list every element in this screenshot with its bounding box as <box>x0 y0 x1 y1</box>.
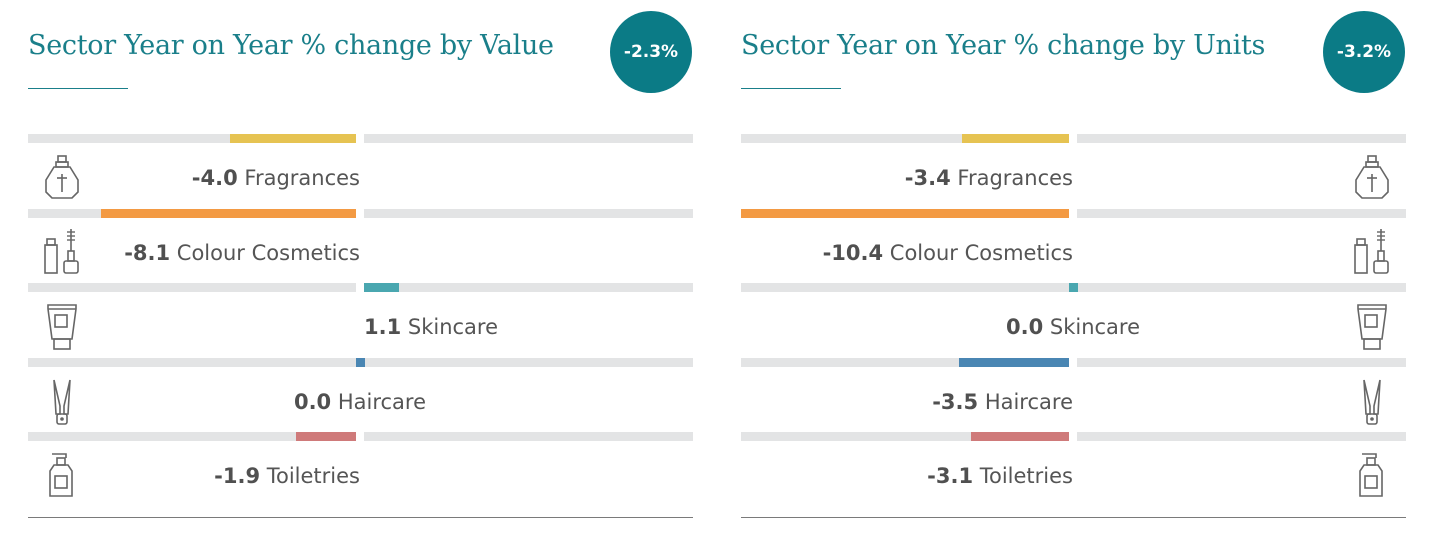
bar-skincare <box>1068 283 1078 292</box>
bar-track-left <box>741 283 1069 292</box>
mascara-cosmetics-icon <box>1352 227 1392 279</box>
value-change-panel: Sector Year on Year % change by Value -2… <box>28 0 693 551</box>
bar-track-left <box>28 134 356 143</box>
sector-name: Colour Cosmetics <box>170 240 360 265</box>
sector-label: 1.1 Skincare <box>364 317 498 338</box>
bar-track-right <box>364 432 693 441</box>
bar-colour-cosmetics <box>100 208 356 218</box>
bar-haircare <box>355 357 365 367</box>
sector-label: 0.0 Skincare <box>1006 317 1140 338</box>
bar-track-left <box>741 357 1069 367</box>
sector-name: Fragrances <box>237 166 360 190</box>
sector-label: -10.4 Colour Cosmetics <box>822 240 1073 265</box>
sector-value: -10.4 <box>822 240 884 265</box>
sector-value: 0.0 <box>293 389 332 414</box>
bar-track-right <box>1077 208 1406 218</box>
sector-value: -4.0 <box>191 166 238 190</box>
title-underline <box>28 88 128 89</box>
pump-bottle-icon <box>1352 450 1392 502</box>
sector-label: -3.5 Haircare <box>932 389 1073 414</box>
pump-bottle-icon <box>42 450 82 502</box>
perfume-bottle-icon <box>1352 152 1392 204</box>
sector-label: -8.1 Colour Cosmetics <box>124 240 360 265</box>
sector-label: -4.0 Fragrances <box>192 168 360 189</box>
bar-track-right <box>1077 283 1406 292</box>
panel-title: Sector Year on Year % change by Units <box>741 30 1266 61</box>
bar-skincare <box>364 283 399 292</box>
hair-straightener-icon <box>1352 376 1392 428</box>
bar-track-left <box>28 283 356 292</box>
units-change-panel: Sector Year on Year % change by Units -3… <box>741 0 1406 551</box>
sector-name: Toiletries <box>973 464 1073 488</box>
sector-name: Haircare <box>978 389 1073 414</box>
title-underline <box>741 88 841 89</box>
bar-toiletries <box>971 432 1069 441</box>
perfume-bottle-icon <box>42 152 82 204</box>
total-change-badge: -3.2% <box>1323 11 1405 93</box>
bar-colour-cosmetics <box>741 208 1069 218</box>
bar-toiletries <box>296 432 356 441</box>
sector-value: -8.1 <box>124 240 171 265</box>
bar-fragrances <box>961 134 1069 143</box>
bottom-divider <box>28 517 693 518</box>
sector-label: 0.0 Haircare <box>293 389 427 414</box>
sector-value: -1.9 <box>214 464 261 488</box>
sector-value: -3.5 <box>932 389 979 414</box>
sector-name: Skincare <box>1043 315 1141 339</box>
sector-name: Haircare <box>331 389 427 414</box>
total-change-badge: -2.3% <box>610 11 692 93</box>
sector-value: -3.4 <box>904 166 951 190</box>
sector-name: Toiletries <box>260 464 360 488</box>
sector-name: Fragrances <box>950 166 1073 190</box>
bar-track-right <box>1077 134 1406 143</box>
hair-straightener-icon <box>42 376 82 428</box>
bar-haircare <box>958 357 1069 367</box>
sector-label: -1.9 Toiletries <box>214 466 360 487</box>
bar-track-right <box>364 134 693 143</box>
bar-fragrances <box>229 134 356 143</box>
sector-name: Colour Cosmetics <box>883 240 1073 265</box>
bar-track-left <box>28 432 356 441</box>
bar-track-right <box>364 357 693 367</box>
mascara-cosmetics-icon <box>42 227 82 279</box>
bar-track-right <box>364 283 693 292</box>
sector-label: -3.1 Toiletries <box>927 466 1073 487</box>
cream-tube-icon <box>1352 301 1392 353</box>
bar-track-right <box>364 208 693 218</box>
bar-track-right <box>1077 357 1406 367</box>
bar-track-left <box>741 134 1069 143</box>
sector-label: -3.4 Fragrances <box>905 168 1073 189</box>
cream-tube-icon <box>42 301 82 353</box>
sector-name: Skincare <box>401 315 499 339</box>
sector-value: 0.0 <box>1005 315 1044 339</box>
sector-value: -3.1 <box>927 464 974 488</box>
bar-track-left <box>741 432 1069 441</box>
sector-value: 1.1 <box>364 315 402 339</box>
bar-track-left <box>28 357 356 367</box>
bottom-divider <box>741 517 1406 518</box>
bar-track-right <box>1077 432 1406 441</box>
panel-title: Sector Year on Year % change by Value <box>28 30 554 61</box>
